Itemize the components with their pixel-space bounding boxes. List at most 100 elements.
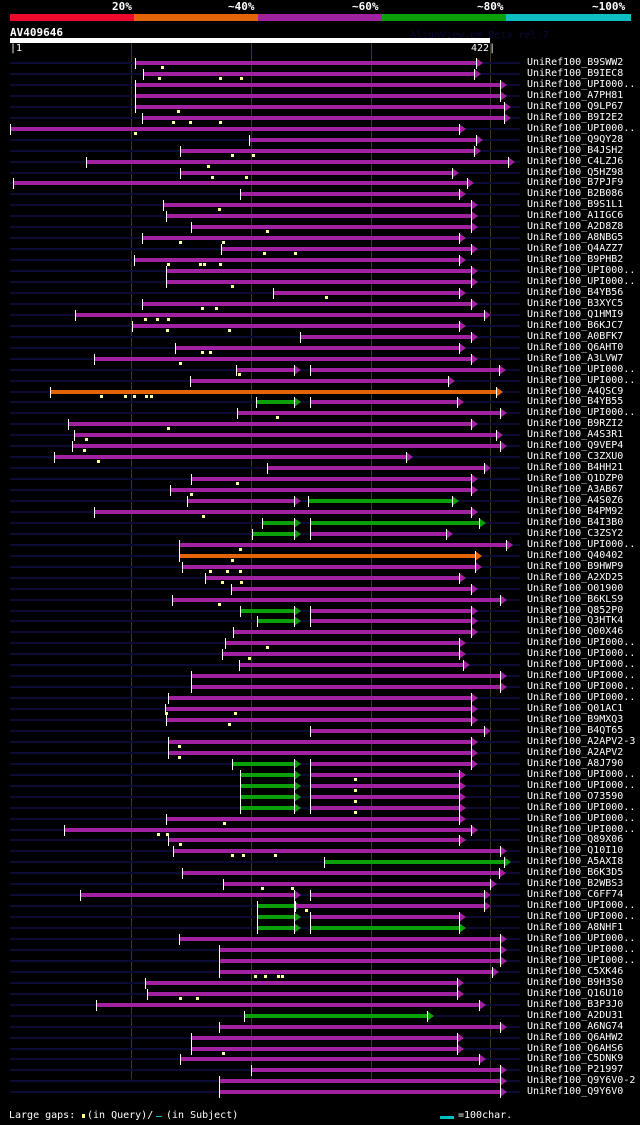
alignment-segment-green[interactable] [241,772,294,777]
alignment-row[interactable]: UniRef100_Q9LP67 [0,100,640,113]
alignment-row[interactable]: UniRef100_B9MXQ3 [0,714,640,726]
alignment-segment-purple[interactable] [310,400,457,405]
alignment-segment-purple[interactable] [310,367,500,372]
subject-label[interactable]: UniRef100_Q9Y6V0 [527,1086,624,1098]
subject-label[interactable]: UniRef100_UPI000.. [527,900,636,912]
alignment-segment-purple[interactable] [136,61,477,65]
alignment-segment-purple[interactable] [69,422,471,427]
alignment-segment-purple[interactable] [192,685,501,690]
subject-label[interactable]: UniRef100_Q00X46 [527,626,624,638]
subject-label[interactable]: UniRef100_B3P3J0 [527,998,624,1010]
subject-label[interactable]: UniRef100_Q89X06 [527,834,624,846]
alignment-row[interactable]: UniRef100_A8NHF1 [0,922,640,935]
subject-label[interactable]: UniRef100_UPI000.. [527,812,636,824]
alignment-segment-purple[interactable] [132,323,460,328]
subject-label[interactable]: UniRef100_A3LVW7 [527,352,624,364]
alignment-segment-purple[interactable] [310,608,471,613]
alignment-row[interactable]: UniRef100_Q852P0 [0,605,640,617]
alignment-segment-green[interactable] [241,608,294,613]
alignment-row[interactable]: UniRef100_A2D8Z8 [0,221,640,234]
subject-label[interactable]: UniRef100_Q1HMI9 [527,308,624,320]
alignment-segment-purple[interactable] [64,827,471,832]
alignment-segment-purple[interactable] [219,947,501,952]
alignment-row[interactable]: UniRef100_Q40402 [0,549,640,562]
alignment-segment-purple[interactable] [55,455,406,460]
alignment-segment-purple[interactable] [310,893,485,898]
alignment-row[interactable]: UniRef100_Q10I10 [0,845,640,858]
alignment-row[interactable]: UniRef100_B6KLS9 [0,593,640,606]
alignment-row[interactable]: UniRef100_UPI000.. [0,944,640,956]
alignment-segment-purple[interactable] [147,991,457,996]
subject-label[interactable]: UniRef100_B4I3B0 [527,516,624,528]
alignment-segment-green[interactable] [258,926,294,931]
subject-label[interactable]: UniRef100_Q9LP67 [527,100,624,112]
alignment-segment-purple[interactable] [180,170,453,175]
alignment-row[interactable]: UniRef100_Q6AHS6 [0,1043,640,1055]
subject-label[interactable]: UniRef100_B9S1L1 [527,199,624,211]
alignment-segment-purple[interactable] [236,367,294,372]
alignment-row[interactable]: UniRef100_UPI000.. [0,769,640,781]
alignment-segment-green[interactable] [310,520,479,525]
alignment-segment-purple[interactable] [219,958,501,963]
subject-label[interactable]: UniRef100_O01900 [527,582,624,594]
subject-label[interactable]: UniRef100_A8NBG5 [527,232,624,244]
subject-label[interactable]: UniRef100_UPI000.. [527,681,636,693]
alignment-segment-purple[interactable] [144,71,475,76]
subject-label[interactable]: UniRef100_B6KLS9 [527,593,624,605]
alignment-segment-purple[interactable] [310,619,471,624]
alignment-segment-purple[interactable] [296,904,485,909]
alignment-segment-purple[interactable] [179,542,506,547]
alignment-row[interactable]: UniRef100_Q9VEP4 [0,440,640,453]
subject-label[interactable]: UniRef100_O73590 [527,790,624,802]
alignment-row[interactable]: UniRef100_B3P3J0 [0,998,640,1011]
alignment-segment-purple[interactable] [205,575,460,580]
subject-label[interactable]: UniRef100_Q40402 [527,549,624,561]
alignment-row[interactable]: UniRef100_B4PM92 [0,506,640,518]
alignment-segment-purple[interactable] [167,280,471,284]
alignment-row[interactable]: UniRef100_C6FF74 [0,889,640,902]
alignment-segment-purple[interactable] [183,564,476,569]
alignment-segment-purple[interactable] [224,882,490,887]
alignment-row[interactable]: UniRef100_A1IGC6 [0,210,640,223]
alignment-row[interactable]: UniRef100_Q89X06 [0,834,640,847]
alignment-row[interactable]: UniRef100_A2APV2-3 [0,736,640,748]
alignment-segment-purple[interactable] [143,115,504,120]
subject-label[interactable]: UniRef100_UPI000.. [527,407,636,419]
subject-label[interactable]: UniRef100_UPI000.. [527,374,636,386]
alignment-segment-orange[interactable] [179,553,476,558]
alignment-segment-purple[interactable] [192,225,471,230]
subject-label[interactable]: UniRef100_B6KJC7 [527,319,624,331]
subject-label[interactable]: UniRef100_UPI000.. [527,538,636,550]
alignment-segment-purple[interactable] [136,93,501,98]
alignment-row[interactable]: UniRef100_Q16U10 [0,988,640,1000]
alignment-segment-purple[interactable] [219,1024,501,1029]
alignment-row[interactable]: UniRef100_B2WBS3 [0,878,640,891]
alignment-row[interactable]: UniRef100_Q1DZP0 [0,473,640,486]
subject-label[interactable]: UniRef100_A8NHF1 [527,922,624,934]
alignment-row[interactable]: UniRef100_Q6AHT0 [0,342,640,354]
alignment-segment-purple[interactable] [75,312,485,317]
alignment-segment-purple[interactable] [167,214,471,219]
alignment-row[interactable]: UniRef100_B4I3B0 [0,516,640,529]
alignment-row[interactable]: UniRef100_UPI000.. [0,692,640,705]
subject-label[interactable]: UniRef100_A2DU31 [527,1009,624,1021]
alignment-segment-green[interactable] [252,531,294,536]
alignment-row[interactable]: UniRef100_UPI000.. [0,276,640,288]
subject-label[interactable]: UniRef100_C3ZSY2 [527,527,624,539]
alignment-segment-purple[interactable] [180,1057,479,1062]
alignment-segment-green[interactable] [258,915,294,920]
alignment-row[interactable]: UniRef100_A2APV2 [0,747,640,759]
alignment-segment-green[interactable] [258,904,294,909]
subject-label[interactable]: UniRef100_B6K3D5 [527,867,624,879]
alignment-row[interactable]: UniRef100_Q1HMI9 [0,308,640,321]
alignment-segment-purple[interactable] [192,477,471,482]
alignment-segment-purple[interactable] [95,356,471,361]
alignment-row[interactable]: UniRef100_UPI000.. [0,933,640,945]
subject-label[interactable]: UniRef100_Q9VEP4 [527,440,624,452]
subject-label[interactable]: UniRef100_B7PJF9 [527,177,624,189]
alignment-segment-purple[interactable] [170,488,471,493]
alignment-row[interactable]: UniRef100_UPI000.. [0,79,640,91]
subject-label[interactable]: UniRef100_B4HH21 [527,462,624,474]
alignment-row[interactable]: UniRef100_UPI000.. [0,123,640,135]
subject-label[interactable]: UniRef100_A8J790 [527,757,624,769]
